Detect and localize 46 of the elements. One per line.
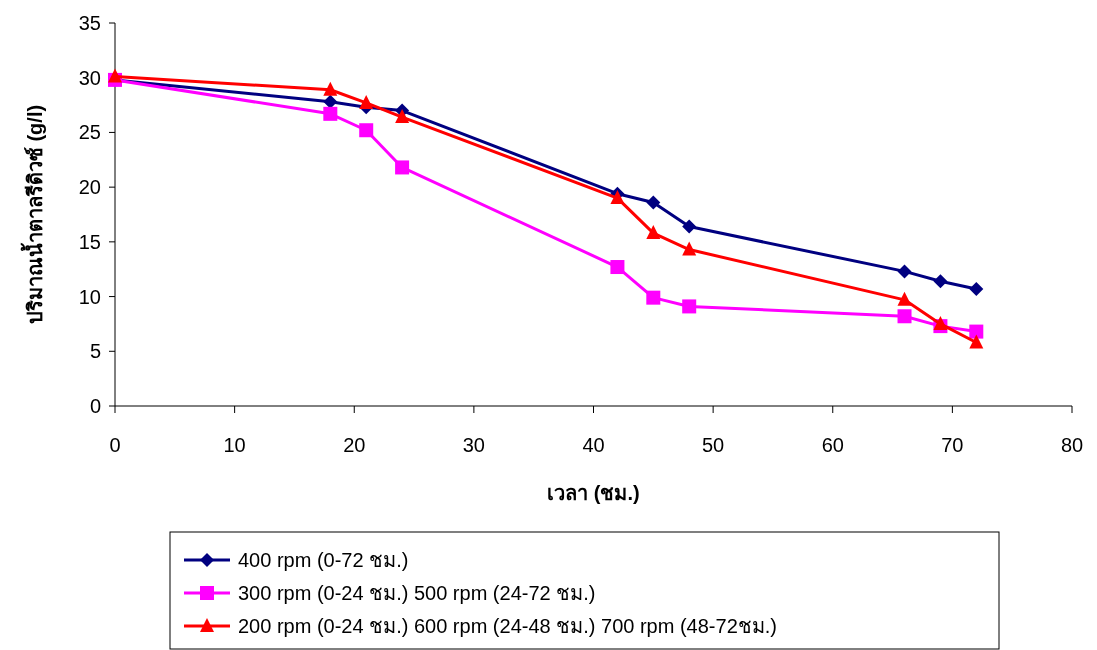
point <box>682 219 697 234</box>
x-tick-label: 40 <box>582 434 605 456</box>
point <box>933 274 948 289</box>
point <box>395 160 410 175</box>
x-tick-label: 70 <box>941 434 964 456</box>
x-tick-label: 20 <box>343 434 366 456</box>
point <box>646 195 661 210</box>
y-tick-label: 15 <box>78 230 101 253</box>
legend-label: 400 rpm (0-72 ชม.) <box>238 549 409 571</box>
x-tick-label: 50 <box>702 434 725 456</box>
y-tick-label: 20 <box>78 176 101 199</box>
x-tick-label: 10 <box>223 434 246 456</box>
point <box>933 315 948 330</box>
point <box>897 264 912 279</box>
point <box>682 241 697 256</box>
point <box>323 81 338 96</box>
legend-label: 300 rpm (0-24 ชม.) 500 rpm (24-72 ชม.) <box>238 582 596 604</box>
x-tick-label: 0 <box>109 434 121 456</box>
x-tick-label: 60 <box>821 434 844 456</box>
y-tick-label: 30 <box>78 66 101 89</box>
x-tick-label: 80 <box>1060 434 1084 456</box>
y-tick-label: 0 <box>89 395 101 417</box>
point <box>610 190 625 205</box>
point <box>395 109 410 124</box>
point <box>108 68 122 83</box>
point <box>359 123 374 138</box>
point <box>323 94 338 109</box>
point <box>646 225 661 240</box>
y-axis-title: ปริมาณน้ำตาลรีดิวซ์ (g/l) <box>20 104 46 325</box>
y-tick-label: 5 <box>89 340 101 363</box>
point <box>646 290 661 305</box>
point <box>323 106 338 121</box>
point <box>969 334 984 349</box>
point <box>969 324 984 339</box>
legend-label: 200 rpm (0-24 ชม.) 600 rpm (24-48 ชม.) 700 rpm (48-72ชม.) <box>238 615 777 637</box>
y-tick-label: 25 <box>78 121 101 144</box>
point <box>969 281 984 296</box>
point <box>359 94 374 109</box>
point <box>610 260 625 275</box>
x-axis-title: เวลา (ชม.) <box>547 482 640 504</box>
point <box>682 299 697 314</box>
x-tick-label: 30 <box>462 434 485 456</box>
point <box>897 309 912 324</box>
y-tick-label: 35 <box>78 12 101 34</box>
y-tick-label: 10 <box>78 285 101 308</box>
point <box>897 291 912 306</box>
